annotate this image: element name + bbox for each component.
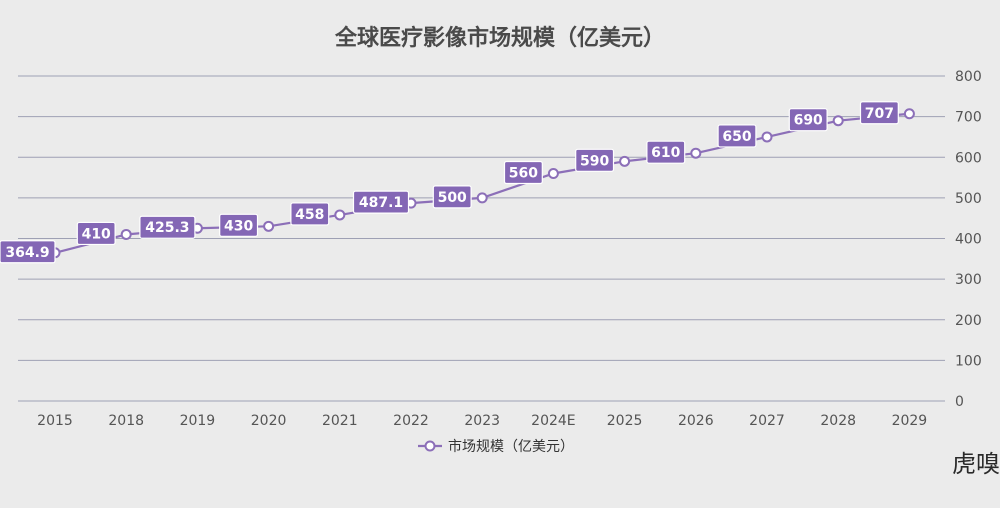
- data-label-text: 610: [651, 145, 680, 161]
- data-label-text: 458: [295, 207, 324, 223]
- data-point[interactable]: [761, 131, 773, 143]
- data-label: 364.9: [0, 240, 56, 264]
- data-label: 590: [575, 148, 615, 172]
- watermark-logo: 虎嗅: [952, 450, 1000, 478]
- data-label-box: [290, 202, 330, 226]
- y-tick-label: 800: [955, 69, 982, 85]
- data-label: 707: [859, 101, 899, 125]
- data-label-text: 500: [438, 190, 467, 206]
- data-label: 458: [290, 202, 330, 226]
- data-point[interactable]: [690, 147, 702, 159]
- y-tick-label: 500: [955, 191, 982, 207]
- y-tick-label: 300: [955, 272, 982, 288]
- data-label-box: [352, 190, 410, 214]
- data-labels: 364.9 410 425.3 430 458 487.1 500 560 590 610 650 6…: [0, 101, 899, 264]
- data-label-box: [432, 185, 472, 209]
- y-tick-label: 100: [955, 353, 982, 369]
- data-label: 487.1: [352, 190, 410, 214]
- y-axis: 0 100 200 300 400 500 600 700 800: [955, 69, 982, 410]
- data-label-box: [139, 215, 196, 239]
- data-point[interactable]: [903, 108, 915, 120]
- x-tick-label: 2019: [180, 413, 216, 429]
- data-point[interactable]: [832, 115, 844, 127]
- x-tick-label: 2021: [322, 413, 358, 429]
- y-tick-label: 600: [955, 150, 982, 166]
- data-label-text: 410: [82, 226, 111, 242]
- chart-title: 全球医疗影像市场规模（亿美元）: [334, 25, 665, 51]
- data-label-text: 430: [224, 218, 253, 234]
- y-tick-label: 700: [955, 110, 982, 126]
- data-label-text: 590: [580, 153, 609, 169]
- x-tick-label: 2018: [108, 413, 144, 429]
- data-point[interactable]: [619, 155, 631, 167]
- data-label: 425.3: [139, 215, 196, 239]
- data-point[interactable]: [476, 192, 488, 204]
- data-label-box: [788, 108, 828, 132]
- data-label-text: 650: [722, 129, 751, 145]
- y-tick-label: 0: [955, 394, 964, 410]
- data-label-box: [76, 221, 116, 246]
- data-label: 430: [219, 213, 259, 237]
- x-tick-label: 2029: [892, 413, 928, 429]
- legend-marker-icon: [424, 440, 436, 452]
- legend[interactable]: 市场规模（亿美元）: [418, 438, 574, 455]
- data-label-box: [717, 124, 757, 148]
- x-tick-label: 2025: [607, 413, 643, 429]
- x-tick-label: 2020: [251, 413, 287, 429]
- data-label: 650: [717, 124, 757, 148]
- x-tick-label: 2026: [678, 413, 714, 429]
- data-label-box: [575, 148, 615, 172]
- x-tick-label: 2027: [749, 413, 785, 429]
- x-tick-label: 2023: [464, 413, 500, 429]
- data-point[interactable]: [120, 228, 132, 240]
- y-tick-label: 400: [955, 232, 982, 248]
- data-label-box: [646, 140, 686, 164]
- data-label: 560: [503, 160, 543, 185]
- data-label-box: [503, 160, 543, 185]
- legend-label: 市场规模（亿美元）: [448, 438, 574, 455]
- data-point[interactable]: [334, 209, 346, 221]
- x-tick-label: 2028: [820, 413, 856, 429]
- x-axis: 2015 2018 2019 2020 2021 2022 2023 2024E 2025 202…: [37, 413, 927, 429]
- x-tick-label: 2015: [37, 413, 73, 429]
- data-label-box: [219, 213, 259, 237]
- data-label-text: 487.1: [359, 195, 403, 211]
- data-point[interactable]: [263, 220, 275, 232]
- data-label-text: 690: [794, 113, 823, 129]
- y-tick-label: 200: [955, 313, 982, 329]
- data-label-text: 364.9: [5, 245, 49, 261]
- data-label-box: [0, 240, 56, 264]
- x-tick-label: 2022: [393, 413, 429, 429]
- x-tick-label: 2024E: [531, 413, 575, 429]
- data-label: 410: [76, 221, 116, 246]
- data-label-text: 560: [509, 166, 538, 182]
- data-label: 690: [788, 108, 828, 132]
- data-label-text: 425.3: [145, 220, 189, 236]
- data-point[interactable]: [547, 168, 559, 179]
- data-label-text: 707: [865, 106, 894, 122]
- data-label-box: [859, 101, 899, 125]
- data-label: 500: [432, 185, 472, 209]
- data-label: 610: [646, 140, 686, 164]
